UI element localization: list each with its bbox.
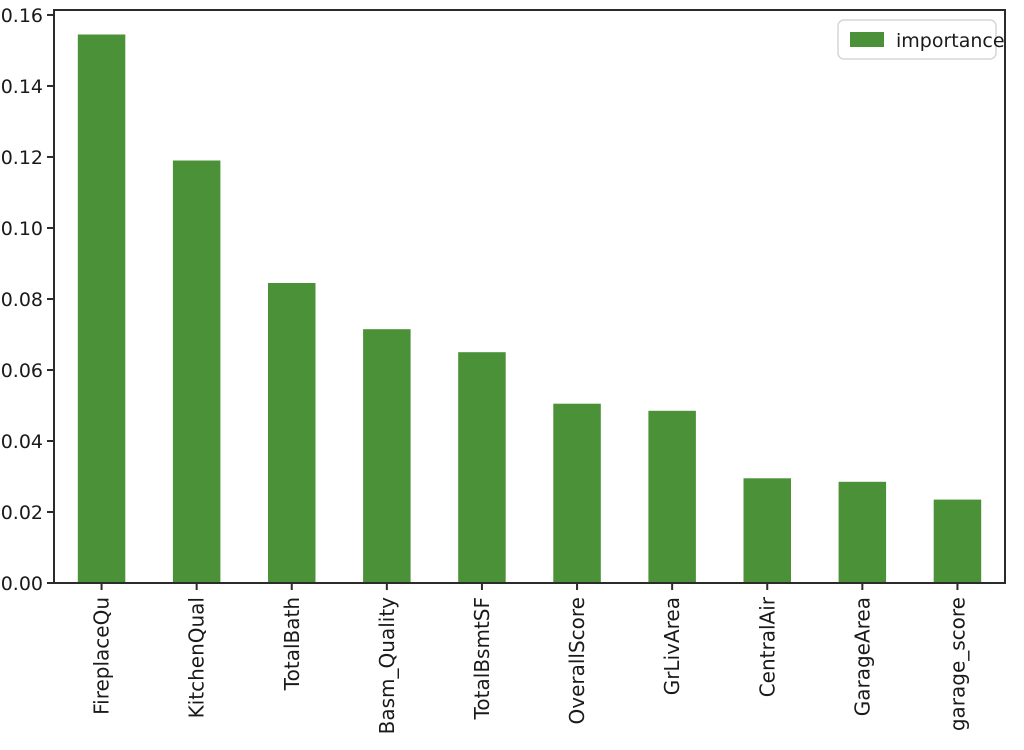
y-tick-label: 0.12	[1, 147, 43, 169]
x-tick-label-garage_score: garage_score	[945, 597, 969, 731]
legend-box	[837, 19, 997, 60]
y-tick-label: 0.00	[1, 573, 43, 595]
y-tick-label: 0.08	[1, 289, 43, 311]
x-tick-label-TotalBsmtSF: TotalBsmtSF	[470, 597, 494, 720]
y-tick-label: 0.02	[1, 502, 43, 524]
axes-spines	[53, 9, 1006, 584]
x-tick-label-Basm_Quality: Basm_Quality	[375, 597, 399, 735]
bar-TotalBath	[268, 283, 316, 583]
bar-Basm_Quality	[363, 329, 411, 583]
legend-swatch	[850, 32, 884, 47]
x-tick-label-FireplaceQu: FireplaceQu	[90, 597, 114, 715]
bar-garage_score	[933, 499, 982, 583]
legend-label: importance	[896, 30, 1005, 52]
bar-CentralAir	[743, 478, 791, 583]
x-tick-label-CentralAir: CentralAir	[755, 596, 779, 697]
bar-GarageArea	[838, 481, 887, 583]
y-tick-label: 0.10	[1, 218, 43, 240]
x-tick-label-GarageArea: GarageArea	[850, 597, 874, 716]
y-tick-label: 0.14	[1, 76, 43, 98]
y-tick-label: 0.06	[1, 360, 43, 382]
x-tick-label-OverallScore: OverallScore	[565, 597, 589, 725]
x-tick-label-GrLivArea: GrLivArea	[660, 597, 684, 695]
y-tick-label: 0.16	[1, 5, 43, 27]
x-tick-label-KitchenQual: KitchenQual	[185, 597, 209, 718]
x-tick-label-TotalBath: TotalBath	[280, 597, 304, 691]
y-tick-label: 0.04	[1, 431, 43, 453]
bar-KitchenQual	[172, 160, 221, 583]
bar-GrLivArea	[648, 410, 696, 583]
bar-TotalBsmtSF	[458, 352, 506, 583]
bar-OverallScore	[553, 403, 601, 583]
bar-FireplaceQu	[77, 34, 126, 583]
